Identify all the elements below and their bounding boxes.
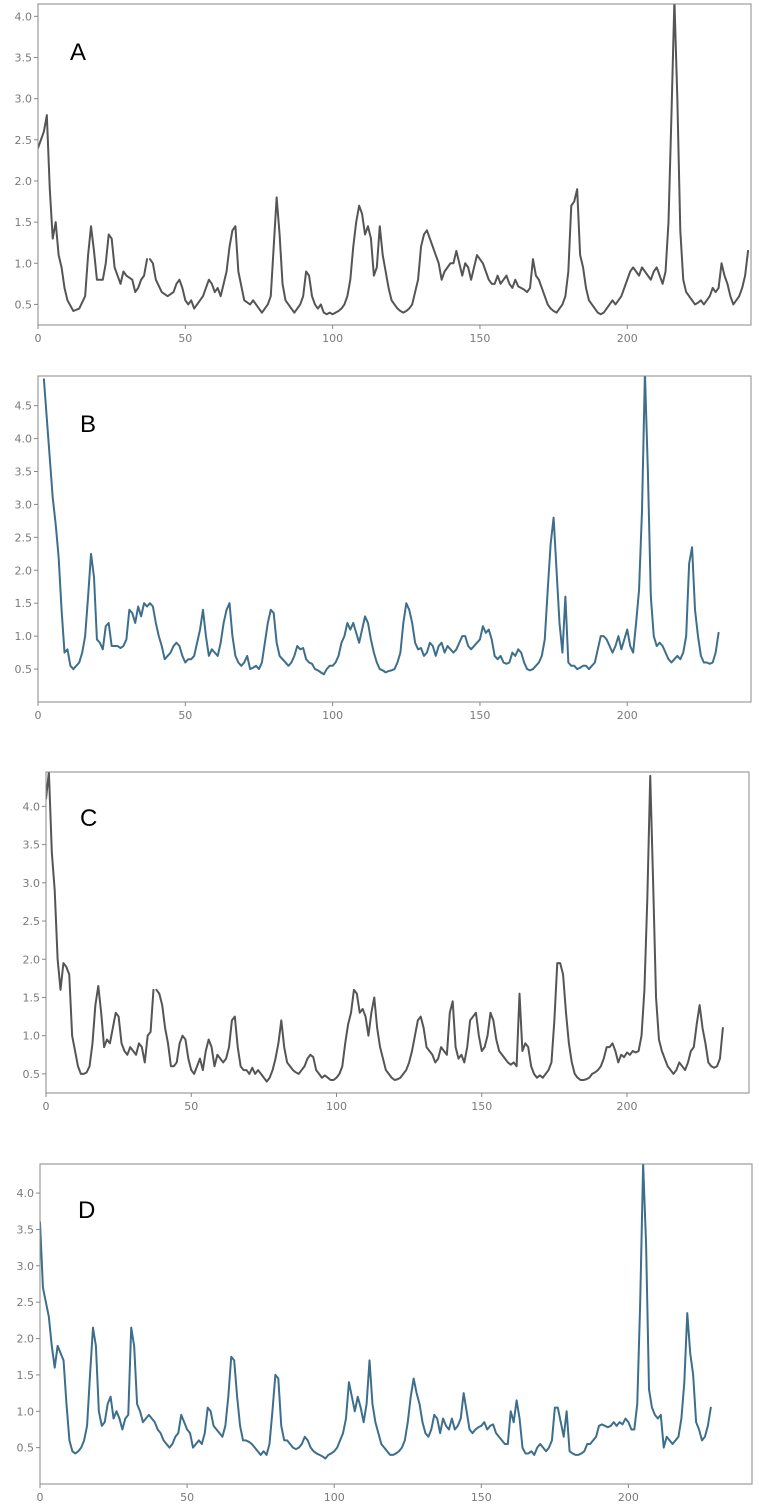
panel-b-y-tick-label: 0.5 — [15, 663, 33, 676]
panel-d-y-tick-label: 3.5 — [17, 1223, 35, 1236]
panel-d-y-tick-label: 2.5 — [17, 1296, 35, 1309]
panel-a-x-tick-label: 200 — [617, 332, 638, 345]
panel-b-x-tick-label: 200 — [617, 709, 638, 722]
panel-d: 0 50 100 150 200 0.5 1.0 1.5 2.0 2.5 3.0 3.5 4.0 D — [17, 1163, 753, 1504]
panel-a-x-tick-label: 50 — [178, 332, 192, 345]
panel-c-y-tick-label: 1.5 — [23, 991, 41, 1004]
panel-a-y-tick-label: 1.0 — [15, 257, 33, 270]
panel-d-y-tick-label: 1.5 — [17, 1369, 35, 1382]
panel-d-y-tick-label: 4.0 — [17, 1187, 35, 1200]
panel-c-axes-frame — [45, 771, 750, 1094]
panel-b-y-tick-label: 2.0 — [15, 564, 33, 577]
panel-d-x-tick-label: 100 — [324, 1491, 345, 1504]
panel-b-x-tick-label: 50 — [178, 709, 192, 722]
panel-d-y-tick-label: 0.5 — [17, 1442, 35, 1455]
panel-c-series-line-1 — [46, 772, 155, 1075]
panel-b-series-line-1 — [42, 376, 720, 676]
panel-a-axes-frame — [37, 3, 752, 326]
panel-d-series-line-1 — [40, 1164, 712, 1460]
panel-c-series-line-2 — [155, 774, 724, 1083]
panel-a-x-tick-label: 150 — [469, 332, 490, 345]
panel-d-x-tick-label: 150 — [471, 1491, 492, 1504]
panel-a-y-tick-label: 1.5 — [15, 216, 33, 229]
panel-a-series-line-2 — [148, 4, 750, 316]
panel-b-y-tick-label: 4.0 — [15, 433, 33, 446]
panel-d-y-tick-label: 3.0 — [17, 1260, 35, 1273]
panel-c-y-tick-label: 4.0 — [23, 800, 41, 813]
panel-b-x-tick-label: 0 — [35, 709, 42, 722]
panel-c-label: C — [80, 805, 97, 832]
panel-b: 0 50 100 150 200 0.5 1.0 1.5 2.0 2.5 3.0 3.5 4.0 4.5 B — [15, 375, 752, 722]
panel-c-y-tick-label: 3.0 — [23, 877, 41, 890]
panel-c-x-tick-label: 200 — [616, 1100, 637, 1113]
panel-d-x-tick-label: 200 — [618, 1491, 639, 1504]
panel-a: 0 50 100 150 200 0.5 1.0 1.5 2.0 2.5 3.0 3.5 4.0 A — [15, 3, 752, 345]
panel-c-x-tick-label: 150 — [471, 1100, 492, 1113]
panel-b-y-tick-label: 2.5 — [15, 531, 33, 544]
panel-d-x-tick-label: 50 — [180, 1491, 194, 1504]
panel-d-axes-frame — [39, 1163, 753, 1485]
panel-c-x-tick-label: 0 — [43, 1100, 50, 1113]
panel-d-y-tick-label: 1.0 — [17, 1405, 35, 1418]
panel-d-label: D — [78, 1197, 95, 1224]
panel-b-label: B — [80, 411, 96, 438]
panel-a-y-tick-label: 2.0 — [15, 175, 33, 188]
panel-d-y-tick-label: 2.0 — [17, 1333, 35, 1346]
panel-c-x-tick-label: 50 — [184, 1100, 198, 1113]
panel-b-y-tick-label: 3.5 — [15, 465, 33, 478]
panel-b-x-tick-label: 100 — [322, 709, 343, 722]
panel-b-x-tick-label: 150 — [469, 709, 490, 722]
panel-c-y-tick-label: 1.0 — [23, 1030, 41, 1043]
panel-a-y-tick-label: 2.5 — [15, 134, 33, 147]
panel-b-y-tick-label: 3.0 — [15, 498, 33, 511]
panel-b-y-tick-label: 1.5 — [15, 597, 33, 610]
panel-a-series-line-1 — [38, 114, 149, 313]
panel-a-y-tick-label: 3.5 — [15, 52, 33, 65]
panel-b-y-tick-label: 4.5 — [15, 400, 33, 413]
panel-a-label: A — [70, 39, 86, 66]
panel-a-y-tick-label: 4.0 — [15, 10, 33, 23]
panel-d-x-tick-label: 0 — [37, 1491, 44, 1504]
panel-a-x-tick-label: 0 — [35, 332, 42, 345]
panel-c-y-tick-label: 0.5 — [23, 1068, 41, 1081]
panel-c: 0 50 100 150 200 0.5 1.0 1.5 2.0 2.5 3.0 3.5 4.0 C — [23, 771, 750, 1113]
panel-c-x-tick-label: 100 — [326, 1100, 347, 1113]
panel-c-y-tick-label: 2.0 — [23, 953, 41, 966]
panel-a-x-tick-label: 100 — [322, 332, 343, 345]
panel-b-y-tick-label: 1.0 — [15, 630, 33, 643]
panel-a-y-tick-label: 3.0 — [15, 93, 33, 106]
panel-c-y-tick-label: 2.5 — [23, 915, 41, 928]
panel-b-axes-frame — [37, 375, 752, 703]
panel-c-y-tick-label: 3.5 — [23, 839, 41, 852]
panel-a-y-tick-label: 0.5 — [15, 298, 33, 311]
